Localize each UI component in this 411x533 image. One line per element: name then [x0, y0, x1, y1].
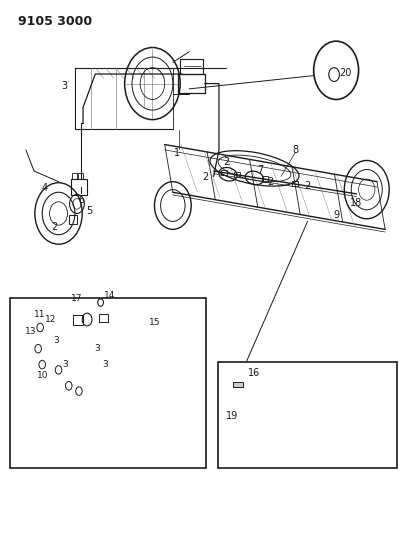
Bar	[71, 179, 87, 195]
Text: 8: 8	[292, 145, 298, 155]
Bar	[218, 362, 397, 468]
Text: 2: 2	[268, 176, 274, 187]
Text: 9: 9	[333, 209, 339, 220]
Text: 16: 16	[248, 368, 261, 377]
Text: 12: 12	[45, 315, 56, 324]
Text: 17: 17	[71, 294, 83, 303]
Text: 5: 5	[86, 206, 92, 216]
Bar	[233, 382, 243, 387]
Bar	[9, 298, 206, 468]
Text: 19: 19	[226, 411, 238, 421]
Text: 18: 18	[351, 198, 363, 208]
Text: 6: 6	[78, 195, 84, 205]
Text: 15: 15	[149, 318, 160, 327]
Circle shape	[314, 41, 358, 100]
Text: 1: 1	[174, 148, 180, 158]
Text: 4: 4	[41, 183, 47, 193]
Bar	[235, 172, 240, 177]
Bar	[221, 170, 227, 175]
Bar	[178, 74, 205, 93]
Text: 2: 2	[202, 172, 209, 182]
Bar	[262, 176, 268, 182]
Text: 2: 2	[305, 181, 311, 191]
Bar	[69, 215, 77, 224]
Text: 7: 7	[257, 165, 264, 175]
Text: 10: 10	[37, 370, 48, 379]
Bar	[293, 181, 298, 186]
Text: 3: 3	[62, 360, 67, 369]
Bar	[72, 173, 76, 179]
Bar	[78, 173, 83, 179]
Text: 9105 3000: 9105 3000	[18, 14, 92, 28]
Text: 3: 3	[95, 344, 100, 353]
Text: 2: 2	[51, 222, 58, 232]
Text: 3: 3	[103, 360, 109, 369]
Text: 20: 20	[339, 68, 351, 78]
Text: 14: 14	[104, 291, 115, 300]
Bar	[180, 59, 203, 74]
Text: 3: 3	[62, 81, 68, 91]
Text: 2: 2	[223, 157, 229, 166]
Text: 13: 13	[25, 327, 37, 336]
Text: 3: 3	[53, 336, 59, 345]
Text: 11: 11	[35, 310, 46, 319]
Bar	[99, 314, 109, 322]
Bar	[73, 316, 83, 325]
